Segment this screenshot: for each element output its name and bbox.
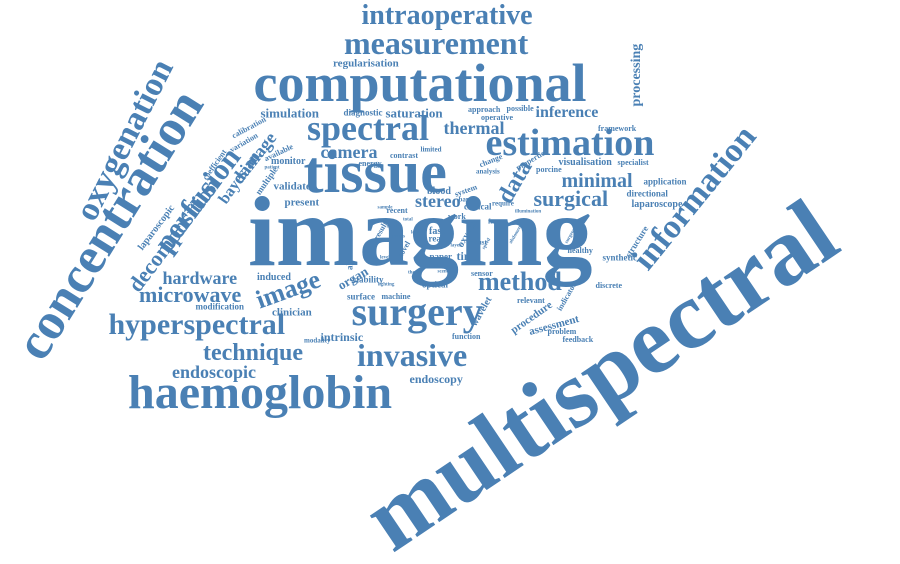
word-ablation: ablation	[344, 238, 355, 270]
word-analysis: analysis	[476, 167, 500, 176]
word-limited: limited	[420, 145, 442, 154]
word-saturation: saturation	[385, 105, 443, 121]
word-simulation: simulation	[260, 105, 320, 121]
word-robust: robust	[467, 238, 487, 247]
word-tissues: tissues	[391, 234, 405, 240]
word-theory: theory	[408, 270, 422, 276]
word-measurement: measurement	[344, 25, 529, 61]
word-energy: energy	[358, 159, 382, 168]
word-fast: fast	[429, 226, 445, 237]
word-regularisation: regularisation	[333, 57, 399, 70]
word-require: require	[492, 199, 514, 208]
word-surgery: surgery	[351, 289, 483, 334]
word-endoscopic: endoscopic	[172, 362, 257, 382]
word-clinical: clinical	[464, 201, 492, 212]
word-thermal: thermal	[443, 118, 505, 138]
word-technique: technique	[203, 340, 304, 366]
word-contrast: contrast	[390, 151, 418, 160]
word-relevant: relevant	[517, 296, 545, 305]
word-level: level	[380, 255, 390, 261]
word-haemoglobin: haemoglobin	[128, 366, 393, 419]
word-endoscopy: endoscopy	[409, 372, 463, 386]
word-problem: problem	[547, 327, 577, 336]
word-method: method	[478, 267, 562, 296]
word-blood: blood	[427, 186, 451, 197]
word-tissue: tissue	[303, 139, 447, 205]
word-directional: directional	[626, 188, 668, 199]
word-time: time	[456, 249, 480, 263]
word-work: work	[448, 212, 466, 221]
word-sample: sample	[377, 205, 393, 211]
word-paper: paper	[429, 251, 453, 262]
word-real: real	[428, 233, 444, 244]
word-induced: induced	[257, 272, 291, 283]
word-framework: framework	[598, 124, 637, 133]
word-inference: inference	[535, 104, 599, 121]
word-lighting: lighting	[378, 282, 395, 288]
word-optical: optical	[422, 279, 448, 290]
word-total: total	[403, 217, 413, 223]
word-processing: processing	[629, 43, 644, 107]
word-operative: operative	[481, 113, 513, 122]
word-model: model	[386, 224, 400, 230]
word-synthetic: synthetic	[602, 252, 638, 263]
word-discrete: discrete	[595, 281, 623, 290]
word-intrinsic: intrinsic	[320, 330, 364, 344]
word-intraoperative: intraoperative	[361, 0, 533, 31]
word-possible: possible	[506, 104, 534, 113]
word-present: present	[284, 196, 320, 209]
word-modality: modality	[304, 336, 331, 345]
word-minimal: minimal	[561, 170, 633, 192]
word-illumination: illumination	[515, 209, 542, 215]
word-monitor: monitor	[271, 156, 306, 167]
word-scene: scene	[437, 269, 449, 275]
word-hardware: hardware	[162, 268, 238, 288]
word-application: application	[643, 176, 687, 187]
word-recent: recent	[386, 206, 408, 215]
word-laparoscope: laparoscope	[631, 199, 683, 210]
word-surgical: surgical	[533, 186, 609, 211]
word-approach: approach	[468, 105, 501, 114]
word-layer: layer	[450, 243, 462, 249]
word-feedback: feedback	[562, 335, 594, 344]
word-specialist: specialist	[617, 158, 649, 167]
word-validate: validate	[273, 180, 311, 193]
word-stereo: stereo	[415, 191, 461, 211]
word-healthy: healthy	[567, 246, 593, 255]
word-imaging: imaging	[248, 176, 593, 287]
word-lens: lens	[411, 230, 420, 236]
word-estimation: estimation	[485, 122, 655, 164]
word-viability: viability	[352, 274, 384, 285]
word-clinician: clinician	[272, 306, 312, 319]
word-spectral: spectral	[307, 108, 429, 148]
word-function: function	[452, 332, 481, 341]
word-modification: modification	[195, 301, 245, 312]
word-band: band	[458, 195, 474, 204]
word-computational: computational	[253, 53, 587, 113]
word-invasive: invasive	[357, 337, 468, 373]
word-visualisation: visualisation	[558, 157, 612, 168]
word-surface: surface	[347, 291, 375, 302]
word-camera: camera	[320, 142, 378, 162]
word-hyperspectral: hyperspectral	[108, 308, 286, 341]
word-porcine: porcine	[536, 165, 562, 174]
word-patient: patient	[264, 165, 280, 171]
word-frame: frame	[488, 217, 506, 226]
word-diagnostic: diagnostic	[343, 107, 383, 118]
word-pixel: pixel	[428, 263, 439, 269]
word-microwave: microwave	[139, 282, 242, 307]
word-machine: machine	[381, 292, 411, 301]
word-sensor: sensor	[471, 269, 493, 278]
